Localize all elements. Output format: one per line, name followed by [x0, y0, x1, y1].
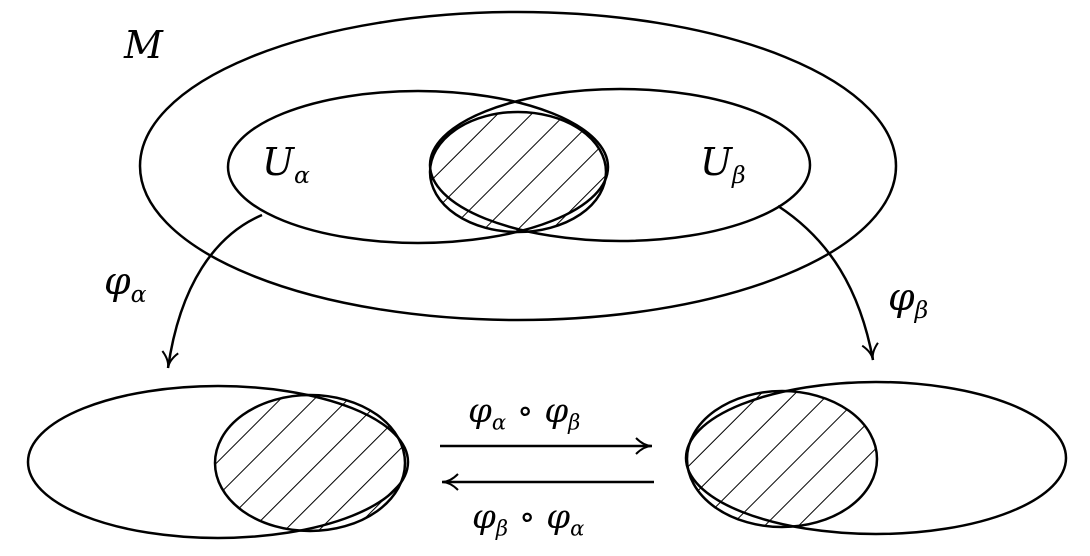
phi-alpha-arrow	[161, 213, 263, 369]
label-phi-beta: φβ	[888, 275, 929, 325]
label-manifold: M	[124, 23, 163, 67]
overlap-region	[428, 110, 608, 234]
label-u-alpha: Uα	[262, 140, 310, 190]
label-u-beta: Uβ	[700, 140, 746, 190]
label-transition-backward: φβ ∘ φα	[472, 497, 585, 541]
image-left	[26, 384, 410, 540]
image-right-overlap	[685, 389, 879, 529]
image-left-overlap	[213, 393, 407, 533]
chart-domain-u-beta	[428, 87, 812, 243]
label-transition-forward: φα ∘ φβ	[468, 391, 581, 435]
chart-domain-u-alpha	[226, 89, 610, 245]
label-phi-alpha: φα	[104, 259, 147, 309]
phi-beta-arrow	[777, 204, 879, 361]
manifold-m	[138, 10, 898, 322]
